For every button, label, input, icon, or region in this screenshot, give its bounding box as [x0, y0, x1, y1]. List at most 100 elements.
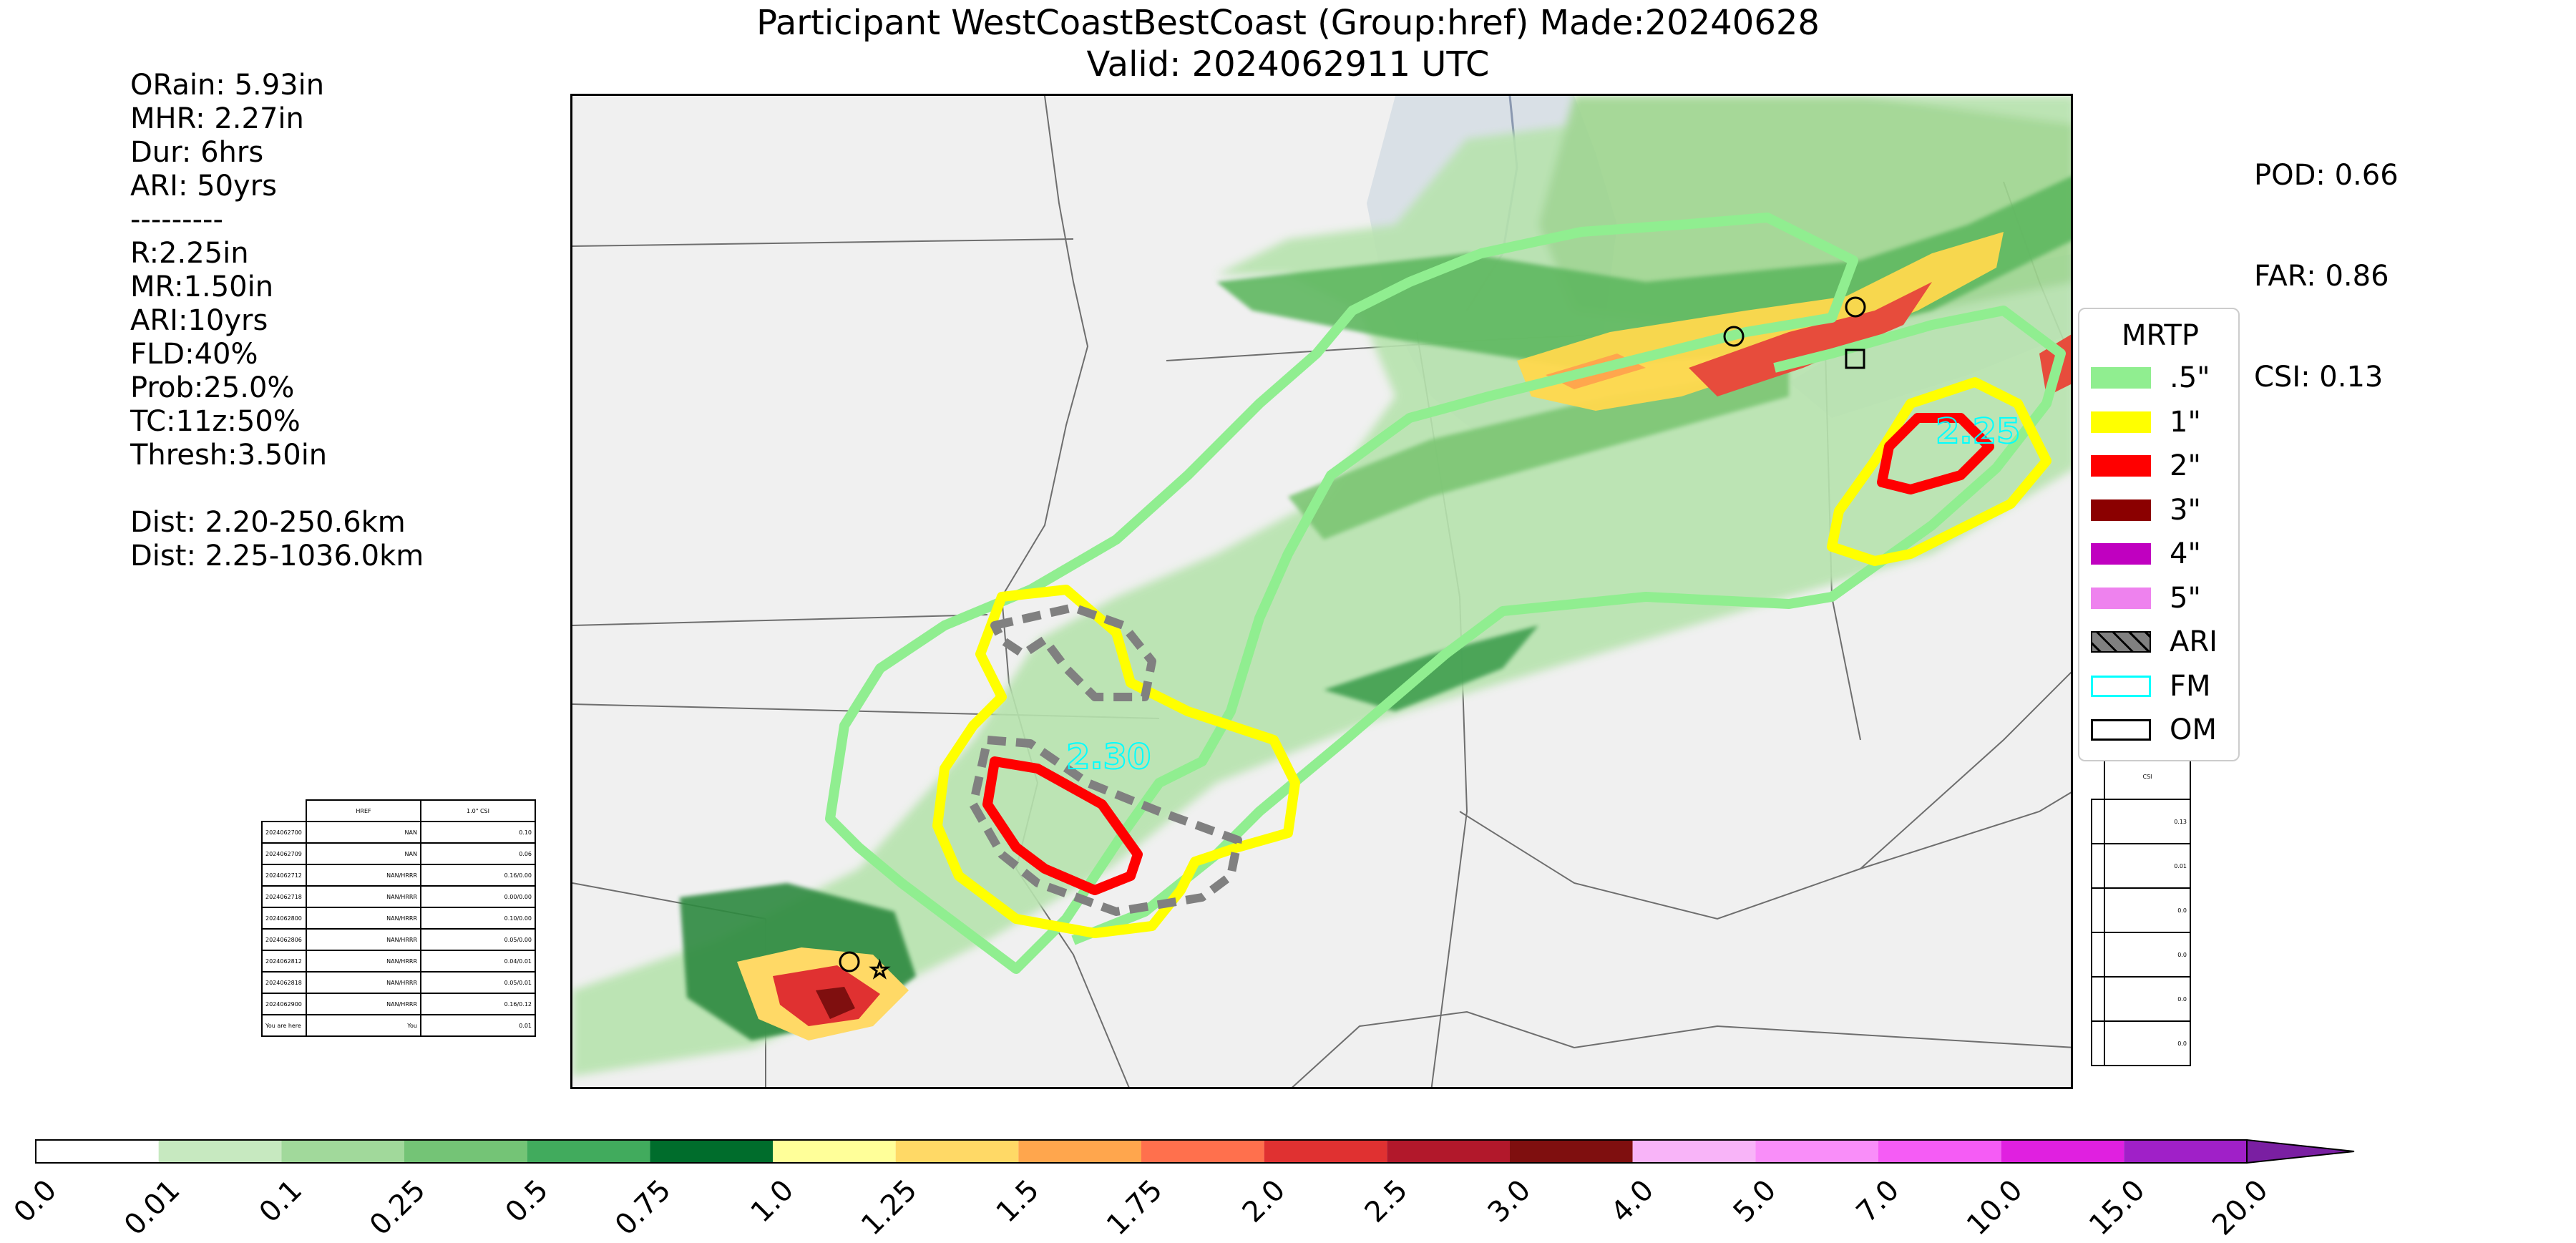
legend-swatch	[2091, 543, 2151, 565]
ari-contour-north	[990, 603, 1156, 701]
legend-item: 1"	[2091, 406, 2201, 439]
legend-swatch	[2091, 675, 2151, 697]
legend-item: OM	[2091, 713, 2217, 746]
colorbar-segment	[2001, 1140, 2124, 1163]
legend-label: 5"	[2170, 581, 2201, 615]
legend-item: 4"	[2091, 537, 2201, 570]
map-svg: 2.30 2.25 ☆	[572, 96, 2071, 1087]
legend-swatch	[2091, 631, 2151, 653]
ari-contour-south	[969, 736, 1242, 916]
table-row: You are here You 0.01	[261, 1014, 536, 1037]
colorbar-tick-label: 5.0	[1727, 1174, 1783, 1229]
table-row: 0.01	[2091, 843, 2191, 889]
table-cell: NAN/HRRR	[306, 928, 421, 951]
legend-label: FM	[2170, 669, 2211, 703]
precip-heavy	[737, 232, 2071, 1040]
table-cell: 0.06	[420, 842, 536, 865]
table-row: 2024062712 NAN/HRRR 0.16/0.00	[261, 864, 536, 887]
contour-1in-east	[1827, 377, 2051, 566]
table-cell: You	[306, 1014, 421, 1037]
legend-item: 3"	[2091, 494, 2201, 527]
contour-05-west	[825, 213, 1858, 974]
table-row: 2024062800 NAN/HRRR 0.10/0.00	[261, 907, 536, 930]
table-cell: NAN/HRRR	[306, 864, 421, 887]
colorbar-segment	[1755, 1140, 1878, 1163]
table-cell: 0.05/0.01	[420, 971, 536, 994]
legend-swatch	[2091, 587, 2151, 609]
table-row: 2024062900 NAN/HRRR 0.16/0.12	[261, 993, 536, 1015]
legend-item: 5"	[2091, 582, 2201, 615]
om-marker-circle-1	[1723, 326, 1745, 347]
legend-label: OM	[2170, 713, 2217, 746]
table-row: 2024062700 NAN 0.10	[261, 821, 536, 844]
colorbar-tick-label: 0.01	[117, 1174, 187, 1242]
table-header-cell: 1.0" CSI	[420, 799, 536, 822]
stats-left-line: Dur: 6hrs	[130, 136, 264, 169]
table-cell: NAN/HRRR	[306, 971, 421, 994]
colorbar-segment	[650, 1140, 773, 1163]
plot-title-line1: Participant WestCoastBestCoast (Group:hr…	[756, 3, 1820, 43]
table-cell: 2024062709	[261, 842, 307, 865]
stats-right: POD: 0.66 FAR: 0.86 CSI: 0.13	[2254, 92, 2399, 428]
table-row: 0.0	[2091, 976, 2191, 1022]
table-cell: 2024062900	[261, 993, 307, 1015]
table-cell: 0.16/0.12	[420, 993, 536, 1015]
stats-left-line: R:2.25in	[130, 237, 249, 270]
table-header-row: HREF 1.0" CSI	[262, 799, 536, 822]
colorbar-tick-label: 0.75	[609, 1174, 678, 1242]
table-cell: 0.0	[2104, 932, 2191, 978]
table-cell: NAN/HRRR	[306, 950, 421, 973]
colorbar-segment	[1510, 1140, 1633, 1163]
table-cell: 0.0	[2104, 1020, 2191, 1066]
table-cell: 2024062812	[261, 950, 307, 973]
table-cell: You are here	[261, 1014, 307, 1037]
colorbar-segment	[281, 1140, 404, 1163]
table-row: 0.0	[2091, 887, 2191, 933]
colorbar-segment	[895, 1140, 1019, 1163]
table-cell: 0.16/0.00	[420, 864, 536, 887]
om-marker-circle-2	[1845, 296, 1866, 318]
table-cell: 2024062800	[261, 907, 307, 930]
colorbar-segment	[1632, 1140, 1756, 1163]
table-cell: 2024062806	[261, 928, 307, 951]
colorbar-tick-label: 4.0	[1604, 1174, 1660, 1229]
fm-label-east: 2.25	[1936, 411, 2020, 452]
table-cell: 0.01	[2104, 843, 2191, 889]
table-row: 2024062718 NAN/HRRR 0.00/0.00	[261, 885, 536, 908]
contour-2in-west	[982, 756, 1143, 895]
stats-left-line: Dist: 2.25-1036.0km	[130, 540, 424, 572]
colorbar-segment	[527, 1140, 650, 1163]
legend-item: ARI	[2091, 625, 2218, 658]
colorbar-tick-label: 2.0	[1236, 1174, 1292, 1229]
table-cell: 0.00/0.00	[420, 885, 536, 908]
table-cell: 2024062712	[261, 864, 307, 887]
legend-label: 2"	[2170, 449, 2201, 482]
table-cell: NAN	[306, 842, 421, 865]
legend-label: 3"	[2170, 493, 2201, 527]
table-cell: NAN/HRRR	[306, 907, 421, 930]
legend-label: 1"	[2170, 405, 2201, 439]
table-header-cell: HREF	[306, 799, 421, 822]
legend-swatch	[2091, 411, 2151, 433]
colorbar-tick-label: 7.0	[1850, 1174, 1906, 1229]
table-row: 2024062812 NAN/HRRR 0.04/0.01	[261, 950, 536, 973]
colorbar-tick-label: 2.5	[1358, 1174, 1415, 1229]
table-cell: 0.10/0.00	[420, 907, 536, 930]
table-row: 2024062818 NAN/HRRR 0.05/0.01	[261, 971, 536, 994]
colorbar-segment	[1387, 1140, 1510, 1163]
table-cell: 0.0	[2104, 976, 2191, 1022]
colorbar-tick-label: 20.0	[2206, 1174, 2275, 1242]
table-row: 2024062709 NAN 0.06	[261, 842, 536, 865]
contour-2in-east	[1877, 413, 1994, 494]
table-cell: 0.04/0.01	[420, 950, 536, 973]
forecast-table-left: HREF 1.0" CSI 2024062700 NAN 0.10 2024062709 N…	[261, 799, 536, 1037]
stats-left-line: ORain: 5.93in	[130, 69, 325, 102]
colorbar-segment	[404, 1140, 527, 1163]
colorbar-tick-label: 0.1	[253, 1174, 309, 1229]
colorbar-segment	[1264, 1140, 1387, 1163]
stats-left-line: MR:1.50in	[130, 270, 274, 303]
legend-swatch	[2091, 367, 2151, 389]
colorbar-tick-label: 3.0	[1481, 1174, 1538, 1229]
fm-label-west: 2.30	[1066, 737, 1151, 777]
legend-label: ARI	[2170, 625, 2218, 658]
